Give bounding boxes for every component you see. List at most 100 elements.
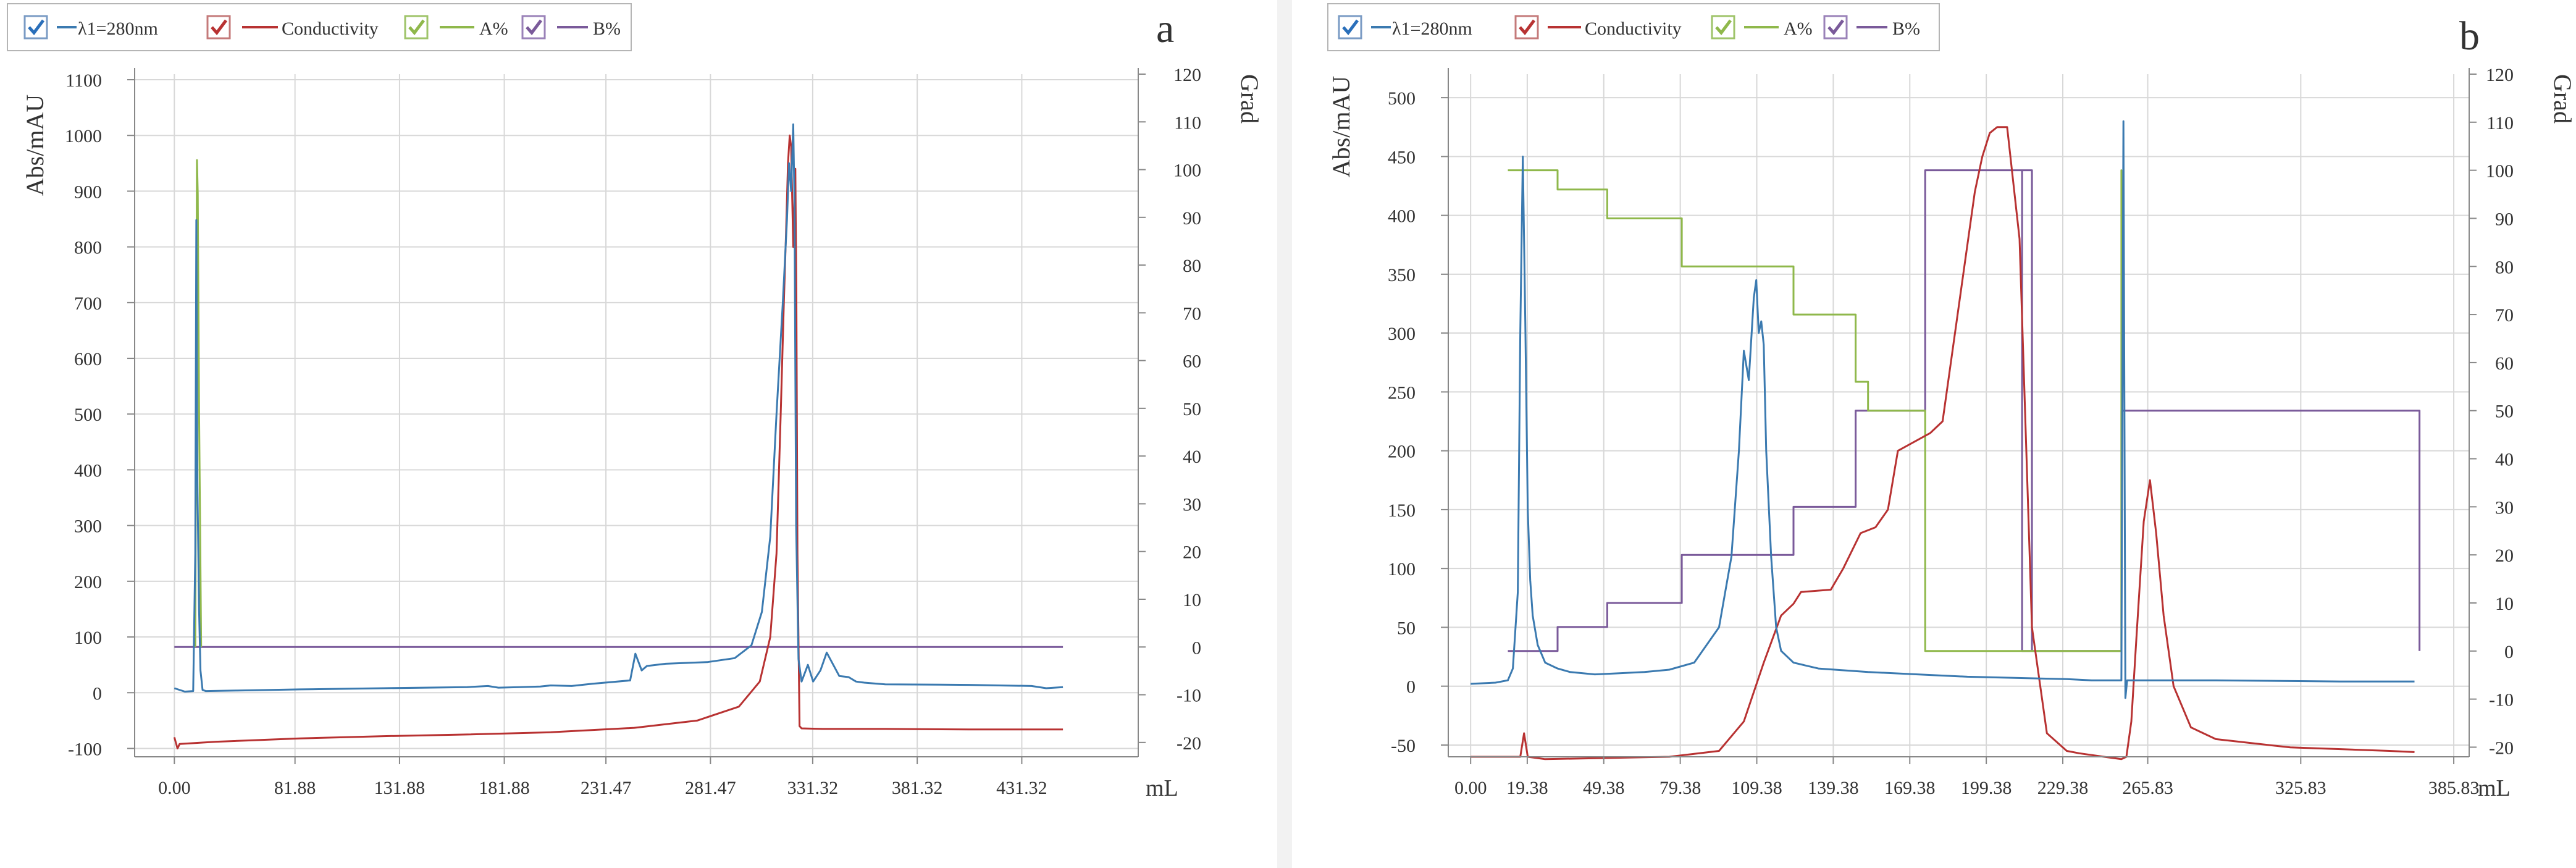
absorbance-line xyxy=(174,123,1064,693)
y-tick-label: 450 xyxy=(1388,147,1416,167)
tick-labels: -50050100150200250300350400450500-20-100… xyxy=(1388,65,2514,798)
y-tick-label: 300 xyxy=(1388,324,1416,344)
y2-tick-label: 100 xyxy=(2486,161,2514,182)
y2-tick-label: -10 xyxy=(2489,690,2514,710)
legend-checkbox[interactable] xyxy=(206,15,231,40)
legend-checkbox[interactable] xyxy=(1823,15,1848,40)
x-tick-label: 231.47 xyxy=(581,778,632,798)
y-tick-label: 1100 xyxy=(65,70,102,91)
legend-label: λ1=280nm xyxy=(78,19,158,39)
y2-tick-label: -20 xyxy=(1177,733,1201,754)
conductivity-line xyxy=(173,134,1064,749)
check-icon xyxy=(1827,19,1844,35)
y-tick-label: 50 xyxy=(1397,618,1416,638)
y-tick-label: -50 xyxy=(1391,736,1416,756)
y2-tick-label: 60 xyxy=(1183,352,1201,372)
legend-checkbox[interactable] xyxy=(1711,15,1735,40)
legend-item-a-percent[interactable]: A% xyxy=(1711,15,1813,40)
check-icon xyxy=(211,19,227,35)
y-axis-title: Abs/mAU xyxy=(1327,76,1355,178)
x-tick-label: 109.38 xyxy=(1731,778,1782,798)
gridlines xyxy=(135,74,1138,757)
y2-tick-label: 0 xyxy=(2504,642,2514,662)
legend-checkbox[interactable] xyxy=(1514,15,1539,40)
x-tick-label: 19.38 xyxy=(1506,778,1548,798)
legend-item-absorbance[interactable]: λ1=280nm xyxy=(1338,15,1472,40)
y2-tick-label: 0 xyxy=(1192,638,1201,658)
y2-tick-label: 80 xyxy=(1183,256,1201,276)
y-tick-label: 100 xyxy=(1388,559,1416,579)
legend-label: A% xyxy=(479,19,508,39)
legend-item-absorbance[interactable]: λ1=280nm xyxy=(23,15,158,40)
y2-tick-label: 100 xyxy=(1173,161,1201,181)
x-tick-label: 325.83 xyxy=(2275,778,2326,798)
y-tick-label: 400 xyxy=(74,460,102,481)
y2-tick-label: 120 xyxy=(1173,65,1201,85)
x-tick-label: 49.38 xyxy=(1583,778,1625,798)
y-tick-label: 100 xyxy=(74,628,102,648)
legend-item-b-percent[interactable]: B% xyxy=(1823,15,1920,40)
y2-tick-label: 90 xyxy=(1183,208,1201,229)
legend-label: Conductivity xyxy=(282,19,379,39)
plot-area xyxy=(173,123,1064,749)
y-tick-label: 200 xyxy=(74,572,102,592)
x-tick-label: 131.88 xyxy=(374,778,426,798)
y2-tick-label: 70 xyxy=(1183,303,1201,324)
y2-tick-label: 120 xyxy=(2486,65,2514,85)
b-percent-line xyxy=(1508,169,2421,652)
x-tick-label: 0.00 xyxy=(1454,778,1487,798)
y2-tick-label: 20 xyxy=(1183,542,1201,563)
axes xyxy=(127,68,1146,764)
y2-tick-label: 20 xyxy=(2495,546,2514,566)
absorbance-line xyxy=(1471,120,2415,699)
y2-tick-label: 60 xyxy=(2495,353,2514,374)
axes xyxy=(1441,68,2477,764)
legend-label: λ1=280nm xyxy=(1392,19,1472,39)
x-tick-label: 229.38 xyxy=(2037,778,2089,798)
x-tick-label: 431.32 xyxy=(996,778,1047,798)
check-icon xyxy=(1715,19,1732,35)
y2-axis-title: Grad xyxy=(1236,74,1264,124)
legend-item-a-percent[interactable]: A% xyxy=(404,15,508,40)
x-axis-title: mL xyxy=(1146,775,1178,801)
panel-label: b xyxy=(2459,14,2480,59)
legend-checkbox[interactable] xyxy=(1338,15,1362,40)
x-tick-label: 169.38 xyxy=(1884,778,1936,798)
legend-checkbox[interactable] xyxy=(521,15,546,40)
x-tick-label: 385.83 xyxy=(2428,778,2480,798)
y-tick-label: 500 xyxy=(1388,88,1416,109)
y2-tick-label: 50 xyxy=(2495,402,2514,422)
check-icon xyxy=(28,19,44,35)
legend-checkbox[interactable] xyxy=(23,15,48,40)
y-tick-label: 200 xyxy=(1388,442,1416,462)
y-tick-label: -100 xyxy=(68,739,102,759)
check-icon xyxy=(1342,19,1359,35)
check-icon xyxy=(408,19,425,35)
x-tick-label: 79.38 xyxy=(1659,778,1701,798)
y-tick-label: 300 xyxy=(74,516,102,537)
y2-tick-label: 50 xyxy=(1183,399,1201,419)
y2-tick-label: 40 xyxy=(1183,447,1201,467)
x-tick-label: 199.38 xyxy=(1961,778,2012,798)
legend-item-conductivity[interactable]: Conductivity xyxy=(206,15,379,40)
legend-item-b-percent[interactable]: B% xyxy=(521,15,621,40)
legend-label: Conductivity xyxy=(1585,19,1682,39)
legend-checkbox[interactable] xyxy=(404,15,429,40)
conductivity-line xyxy=(1471,126,2415,761)
y-tick-label: 400 xyxy=(1388,206,1416,227)
y2-tick-label: -10 xyxy=(1177,686,1201,706)
y2-tick-label: 40 xyxy=(2495,450,2514,470)
legend-item-conductivity[interactable]: Conductivity xyxy=(1514,15,1682,40)
y-tick-label: 350 xyxy=(1388,265,1416,285)
y-tick-label: 800 xyxy=(74,238,102,258)
panel-b: λ1=280nm Conductivity A% B% b Abs/mAU Gr… xyxy=(1327,3,2576,801)
y2-tick-label: 80 xyxy=(2495,257,2514,277)
plot-area xyxy=(1471,120,2421,761)
y2-tick-label: 30 xyxy=(2495,497,2514,518)
legend-label: B% xyxy=(1892,19,1920,39)
x-tick-label: 0.00 xyxy=(158,778,191,798)
panel-label: a xyxy=(1156,6,1174,51)
y2-tick-label: 10 xyxy=(1183,590,1201,610)
legend-label: B% xyxy=(593,19,621,39)
